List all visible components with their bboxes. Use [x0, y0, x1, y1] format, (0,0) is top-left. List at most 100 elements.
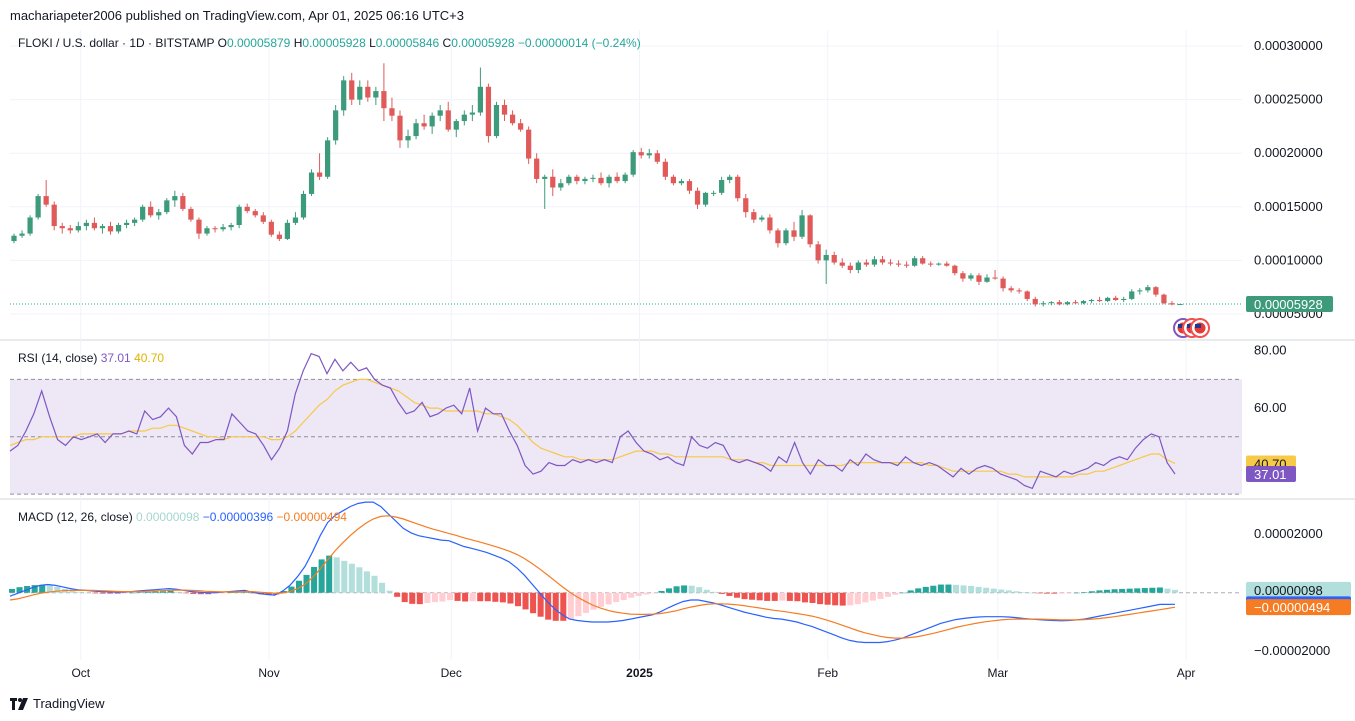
- macd-histogram-bar: [401, 592, 408, 603]
- candle-body: [1088, 300, 1095, 302]
- candle-body: [598, 177, 604, 184]
- macd-histogram-bar: [718, 592, 725, 594]
- candle-body: [268, 221, 274, 235]
- macd-histogram-bar: [311, 567, 318, 593]
- macd-histogram-bar: [1119, 588, 1126, 593]
- candle-body: [148, 206, 154, 216]
- candle-body: [381, 91, 387, 109]
- macd-histogram-bar: [326, 555, 333, 593]
- candle-body: [903, 264, 910, 266]
- candle-body: [751, 212, 757, 220]
- macd-legend: MACD (12, 26, close) 0.00000098 −0.00000…: [18, 510, 347, 524]
- price-legend-part: L: [369, 36, 376, 50]
- macd-histogram-bar: [160, 591, 167, 593]
- macd-histogram-bar: [54, 586, 61, 593]
- candle-body: [517, 123, 524, 130]
- macd-histogram-bar: [620, 592, 627, 601]
- candle-body: [461, 114, 467, 122]
- macd-histogram-bar: [462, 592, 469, 602]
- macd-histogram-bar: [945, 584, 952, 593]
- candle-body: [871, 259, 878, 265]
- macd-histogram-bar: [733, 592, 741, 598]
- candle-body: [727, 176, 733, 180]
- macd-histogram-bar: [779, 592, 786, 601]
- candle-body: [316, 172, 323, 177]
- candle-body: [284, 222, 291, 239]
- candle-body: [984, 277, 990, 282]
- tradingview-logo-icon: [10, 697, 28, 710]
- macd-histogram-bar: [688, 585, 695, 593]
- macd-histogram-bar: [288, 586, 295, 593]
- candle-body: [1137, 290, 1143, 292]
- candle-body: [1032, 298, 1038, 305]
- candle-body: [99, 226, 106, 229]
- rsi-legend-part: 40.70: [134, 351, 164, 365]
- macd-histogram-bar: [386, 590, 393, 593]
- macd-histogram-bar: [741, 592, 748, 600]
- macd-histogram-bar: [786, 592, 793, 601]
- candle-body: [1121, 298, 1127, 300]
- macd-legend-part: MACD (12, 26, close): [18, 510, 136, 524]
- macd-histogram-bar: [930, 585, 937, 593]
- macd-tick-label: 0.00002000: [1254, 526, 1323, 541]
- price-legend-part: FLOKI / U.S. dollar · 1D · BITSTAMP: [18, 36, 218, 50]
- time-axis-label: Apr: [1177, 666, 1196, 680]
- macd-histogram-bar: [499, 592, 506, 603]
- time-axis-label: Mar: [987, 666, 1008, 680]
- rsi-tick-label: 60.00: [1254, 400, 1287, 415]
- candle-body: [992, 277, 998, 279]
- candle-body: [180, 196, 186, 209]
- candle-body: [791, 230, 797, 237]
- candle-body: [164, 200, 170, 213]
- macd-histogram-bar: [92, 592, 99, 594]
- candle-body: [767, 217, 773, 231]
- macd-histogram-bar: [514, 592, 522, 607]
- candle-body: [775, 230, 781, 244]
- macd-legend-part: 0.00000098: [136, 510, 203, 524]
- candle-body: [260, 215, 266, 222]
- macd-histogram-bar: [832, 592, 839, 606]
- candle-body: [944, 263, 950, 266]
- macd-value-label: 0.00000098: [1254, 583, 1323, 598]
- price-legend-part: 0.00005846: [376, 36, 443, 50]
- macd-histogram-bar: [1081, 592, 1088, 593]
- candle-body: [325, 140, 331, 177]
- macd-histogram-bar: [650, 592, 657, 594]
- macd-histogram-bar: [1104, 589, 1111, 593]
- candle-body: [67, 228, 73, 231]
- candle-body: [879, 259, 886, 263]
- candle-body: [799, 215, 805, 237]
- candle-body: [1105, 297, 1111, 302]
- candle-body: [847, 265, 853, 270]
- macd-histogram-bar: [39, 584, 46, 593]
- event-canton: [1195, 324, 1201, 328]
- candle-body: [389, 108, 395, 116]
- rsi-value-label: 37.01: [1254, 467, 1287, 482]
- macd-histogram-bar: [756, 592, 763, 601]
- macd-histogram-bar: [8, 588, 16, 593]
- price-legend-part: −0.00000014 (−0.24%): [518, 36, 641, 50]
- macd-histogram-bar: [552, 592, 559, 621]
- candle-body: [783, 230, 789, 244]
- candle-body: [823, 255, 829, 261]
- candle-body: [172, 196, 178, 201]
- macd-histogram-bar: [952, 584, 960, 593]
- macd-histogram-bar: [356, 567, 363, 593]
- macd-histogram-bar: [711, 591, 718, 593]
- macd-histogram-bar: [197, 592, 204, 595]
- candle-body: [469, 112, 475, 115]
- macd-histogram-bar: [99, 592, 106, 594]
- candle-body: [662, 161, 668, 177]
- macd-histogram-bar: [1164, 588, 1171, 593]
- macd-histogram-bar: [107, 592, 114, 594]
- candle-body: [638, 152, 644, 156]
- macd-histogram-bar: [643, 592, 650, 595]
- candle-body: [574, 176, 580, 182]
- macd-histogram-bar: [1096, 590, 1103, 593]
- macd-histogram-bar: [613, 592, 620, 603]
- trading-chart[interactable]: 0.00030000 0.00025000 0.00020000 0.00015000…: [0, 0, 1355, 690]
- candle-body: [831, 255, 837, 263]
- macd-histogram-bar: [227, 592, 235, 593]
- macd-histogram-bar: [817, 592, 824, 605]
- macd-histogram-bar: [1058, 592, 1065, 594]
